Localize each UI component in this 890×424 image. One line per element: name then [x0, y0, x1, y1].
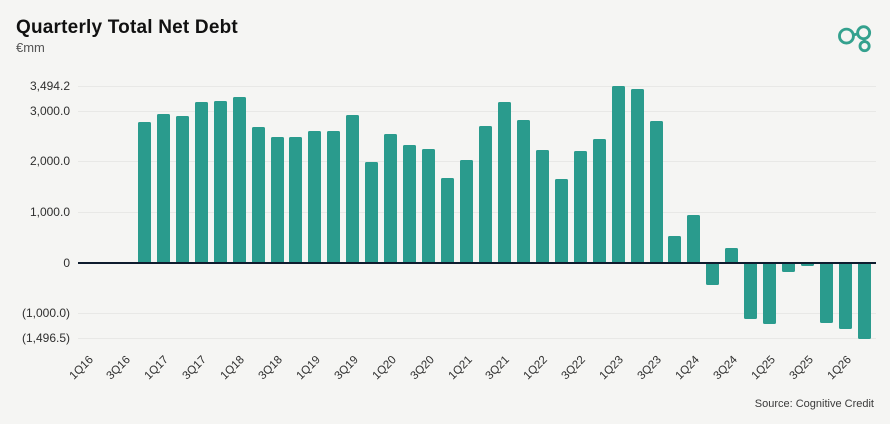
x-tick-label: 3Q21 — [483, 353, 513, 383]
x-tick-label: 1Q20 — [370, 353, 399, 383]
x-tick-label: 3Q19 — [332, 353, 361, 383]
bar-4q16 — [137, 121, 151, 263]
gridline — [78, 110, 876, 112]
gridline — [78, 211, 876, 213]
y-tick-label: 2,000.0 — [29, 154, 70, 169]
bar-2q23 — [630, 89, 644, 263]
y-tick-label: (1,496.5) — [21, 331, 70, 346]
x-tick-label: 3Q23 — [635, 353, 664, 383]
source-note: Source: Cognitive Credit — [754, 398, 874, 410]
bar-4q20 — [441, 177, 455, 263]
gridline — [78, 161, 876, 162]
bar-4q18 — [289, 137, 303, 263]
bar-2q17 — [175, 116, 189, 263]
bar-2q20 — [403, 145, 417, 263]
bar-3q23 — [649, 121, 663, 263]
bar-4q19 — [365, 162, 379, 263]
x-tick-label: 1Q21 — [446, 353, 475, 383]
x-tick-label: 1Q17 — [142, 353, 172, 383]
x-tick-label: 1Q26 — [825, 353, 854, 383]
bar-1q17 — [156, 113, 170, 263]
bar-1q22 — [535, 150, 549, 263]
bar-2q25 — [782, 263, 796, 272]
bar-4q25 — [820, 263, 833, 324]
bar-2q18 — [251, 127, 265, 263]
bar-1q26 — [839, 263, 852, 329]
bar-4q21 — [516, 120, 530, 263]
cognitive-credit-molecule-logo-icon — [835, 18, 877, 63]
bar-4q22 — [592, 139, 606, 263]
x-tick-label: 3Q20 — [408, 353, 437, 383]
bar-1q19 — [308, 131, 322, 263]
x-tick-label: 1Q18 — [218, 353, 247, 383]
gridline — [78, 85, 876, 87]
bar-1q23 — [611, 86, 625, 263]
gridline — [78, 337, 876, 339]
x-tick-label: 3Q16 — [104, 353, 134, 383]
bar-1q24 — [687, 215, 701, 263]
chart-unit-label: €mm — [16, 40, 45, 55]
bar-4q24 — [744, 263, 758, 320]
y-tick-label: 0 — [63, 255, 70, 270]
bar-1q20 — [384, 134, 398, 263]
bar-1q18 — [232, 96, 246, 263]
bar-2q19 — [327, 131, 341, 263]
bar-3q22 — [573, 151, 587, 263]
bar-2q22 — [554, 178, 568, 263]
x-tick-label: 3Q24 — [711, 353, 740, 383]
bar-2q24 — [706, 263, 720, 286]
bar-3q20 — [422, 149, 436, 263]
bar-4q23 — [668, 236, 682, 263]
bar-2q26 — [857, 263, 871, 340]
gridline — [78, 312, 876, 314]
x-tick-label: 3Q22 — [559, 353, 589, 383]
x-tick-label: 3Q18 — [256, 353, 285, 383]
x-axis-zero-line — [78, 261, 876, 264]
bar-3q24 — [725, 247, 739, 263]
x-tick-label: 3Q17 — [180, 353, 210, 383]
x-tick-label: 1Q19 — [294, 353, 323, 383]
x-tick-label: 1Q23 — [597, 353, 626, 383]
bar-3q19 — [346, 114, 360, 263]
bar-3q18 — [270, 137, 284, 263]
x-tick-label: 1Q25 — [749, 353, 778, 383]
y-tick-label: 3,494.2 — [29, 79, 70, 93]
bar-4q17 — [213, 100, 227, 263]
x-tick-label: 1Q24 — [673, 353, 702, 383]
bar-1q25 — [763, 263, 777, 324]
y-tick-label: 1,000.0 — [29, 204, 70, 219]
x-tick-label: 1Q22 — [521, 353, 551, 383]
x-tick-label: 3Q25 — [787, 353, 816, 383]
x-tick-label: 1Q16 — [67, 353, 96, 383]
page-title: Quarterly Total Net Debt — [16, 17, 238, 38]
bar-3q25 — [801, 263, 815, 266]
bar-2q21 — [478, 126, 492, 263]
y-tick-label: 3,000.0 — [29, 103, 70, 118]
y-tick-label: (1,000.0) — [21, 306, 70, 320]
bar-3q17 — [194, 102, 208, 263]
bar-3q21 — [497, 102, 511, 263]
bar-1q21 — [460, 160, 473, 263]
